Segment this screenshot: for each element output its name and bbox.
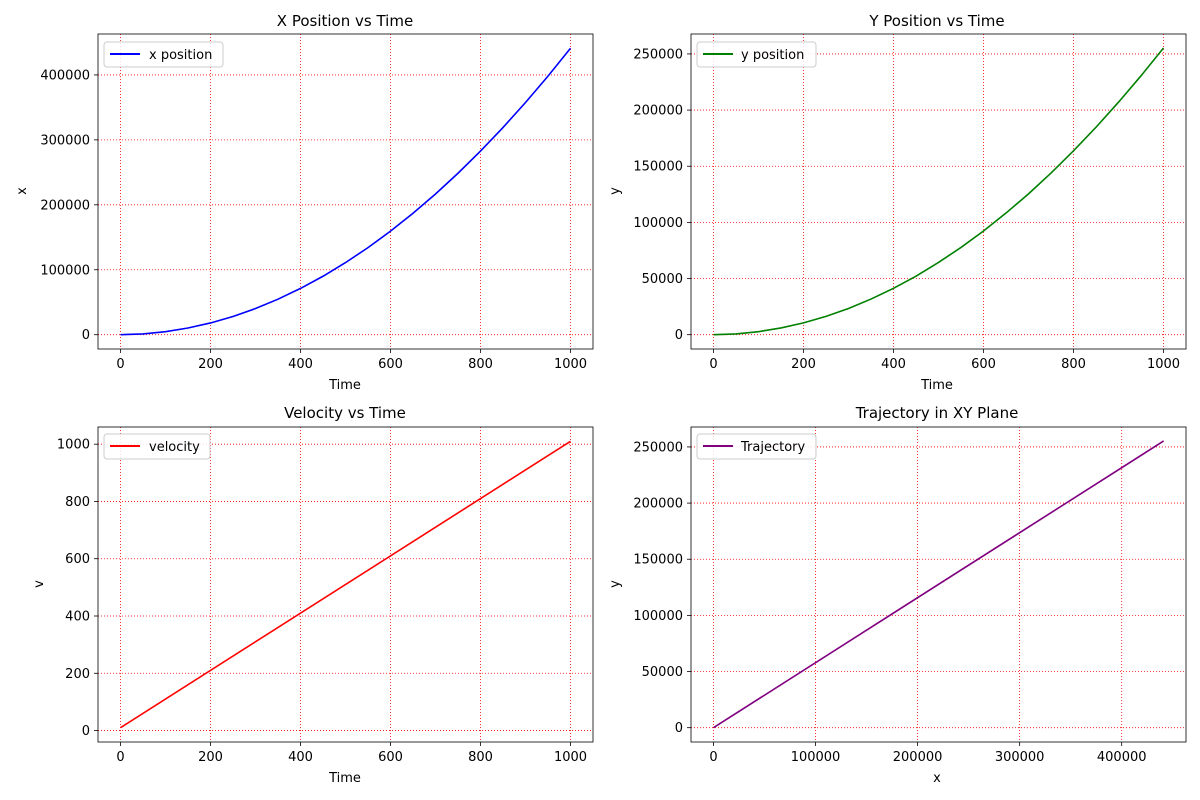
legend-box	[103, 433, 211, 460]
y-axis-label: y	[608, 187, 623, 195]
x-tick-label: 1000	[554, 357, 587, 372]
legend-box	[103, 41, 224, 68]
axes-frame	[97, 33, 594, 350]
y-tick-label: 200000	[40, 198, 90, 213]
legend: x position	[103, 41, 224, 68]
axes-frame	[97, 426, 594, 743]
y-tick-label: 0	[82, 328, 90, 343]
x-tick-label: 1000	[1147, 357, 1180, 372]
y-axis-label: y	[608, 580, 623, 588]
axes-frame	[690, 33, 1187, 350]
x-axis-label: Time	[920, 378, 953, 393]
legend: y position	[696, 41, 817, 68]
y-tick-label: 400000	[40, 68, 90, 83]
y-tick-label: 200000	[633, 497, 683, 512]
x-tick-label: 600	[971, 357, 996, 372]
y-axis-label: v	[32, 580, 47, 588]
subplot-x-position: X Position vs Time 0 200 400 600 800 1000 0 100…	[15, 12, 594, 393]
x-tick-label: 400	[881, 357, 906, 372]
legend-label: Trajectory	[740, 440, 805, 455]
legend-box	[696, 41, 817, 68]
y-tick-label: 300000	[40, 133, 90, 148]
legend-label: y position	[741, 48, 804, 63]
plot-area: 0 100000 200000 300000 400000 0 50000 100000 150…	[633, 426, 1187, 765]
x-tick-label: 800	[468, 357, 493, 372]
x-tick-label: 0	[116, 750, 124, 765]
series-line	[713, 47, 1165, 336]
x-axis-label: Time	[328, 771, 361, 786]
series-line	[713, 440, 1165, 729]
y-tick-label: 0	[675, 721, 683, 736]
y-tick-label: 200	[65, 667, 90, 682]
x-tick-label: 0	[709, 357, 717, 372]
y-tick-label: 100000	[633, 609, 683, 624]
x-tick-label: 400000	[1097, 750, 1147, 765]
chart-title: Velocity vs Time	[284, 404, 406, 422]
y-tick-label: 800	[65, 495, 90, 510]
subplot-trajectory: Trajectory in XY Plane 0 100000 200000 3000…	[608, 404, 1187, 786]
y-tick-label: 200000	[633, 104, 683, 119]
x-tick-label: 0	[116, 357, 124, 372]
y-tick-label: 0	[675, 328, 683, 343]
x-tick-label: 400	[288, 357, 313, 372]
y-axis-label: x	[15, 187, 30, 195]
legend: velocity	[103, 433, 211, 460]
y-tick-label: 50000	[642, 665, 683, 680]
y-tick-label: 150000	[633, 160, 683, 175]
plot-area: 0 200 400 600 800 1000 0 50000 100000 150000 20000…	[633, 33, 1187, 372]
y-tick-label: 100000	[40, 263, 90, 278]
plot-area: 0 200 400 600 800 1000 0 200 400 600 800 1000	[57, 426, 594, 765]
series-line	[120, 47, 572, 336]
legend: Trajectory	[696, 433, 817, 460]
x-tick-label: 600	[378, 357, 403, 372]
y-tick-label: 50000	[642, 272, 683, 287]
y-tick-label: 400	[65, 610, 90, 625]
x-tick-label: 200000	[893, 750, 943, 765]
chart-title: X Position vs Time	[277, 12, 413, 30]
y-tick-label: 150000	[633, 553, 683, 568]
series-line	[120, 440, 571, 729]
x-tick-label: 100000	[791, 750, 841, 765]
x-axis-label: Time	[328, 378, 361, 393]
y-tick-label: 600	[65, 552, 90, 567]
y-tick-label: 1000	[57, 438, 90, 453]
x-tick-label: 800	[468, 750, 493, 765]
chart-title: Y Position vs Time	[868, 12, 1004, 30]
x-tick-label: 0	[709, 750, 717, 765]
axes-frame	[690, 426, 1187, 743]
subplot-velocity: Velocity vs Time 0 200 400 600 800 1000 0 200 40…	[32, 404, 594, 786]
x-tick-label: 600	[378, 750, 403, 765]
x-tick-label: 800	[1061, 357, 1086, 372]
x-axis-label: x	[933, 771, 941, 786]
legend-box	[696, 433, 817, 460]
y-tick-label: 0	[82, 724, 90, 739]
x-tick-label: 300000	[995, 750, 1045, 765]
chart-title: Trajectory in XY Plane	[855, 404, 1019, 422]
subplot-y-position: Y Position vs Time 0 200 400 600 800 1000 0 500…	[608, 12, 1187, 393]
y-tick-label: 250000	[633, 47, 683, 62]
plot-area: 0 200 400 600 800 1000 0 100000 200000 300000 4000…	[40, 33, 594, 372]
x-tick-label: 200	[791, 357, 816, 372]
y-tick-label: 100000	[633, 216, 683, 231]
x-tick-label: 400	[288, 750, 313, 765]
x-tick-label: 1000	[554, 750, 587, 765]
y-tick-label: 250000	[633, 440, 683, 455]
x-tick-label: 200	[198, 750, 223, 765]
legend-label: x position	[149, 48, 212, 63]
legend-label: velocity	[149, 440, 200, 455]
x-tick-label: 200	[198, 357, 223, 372]
